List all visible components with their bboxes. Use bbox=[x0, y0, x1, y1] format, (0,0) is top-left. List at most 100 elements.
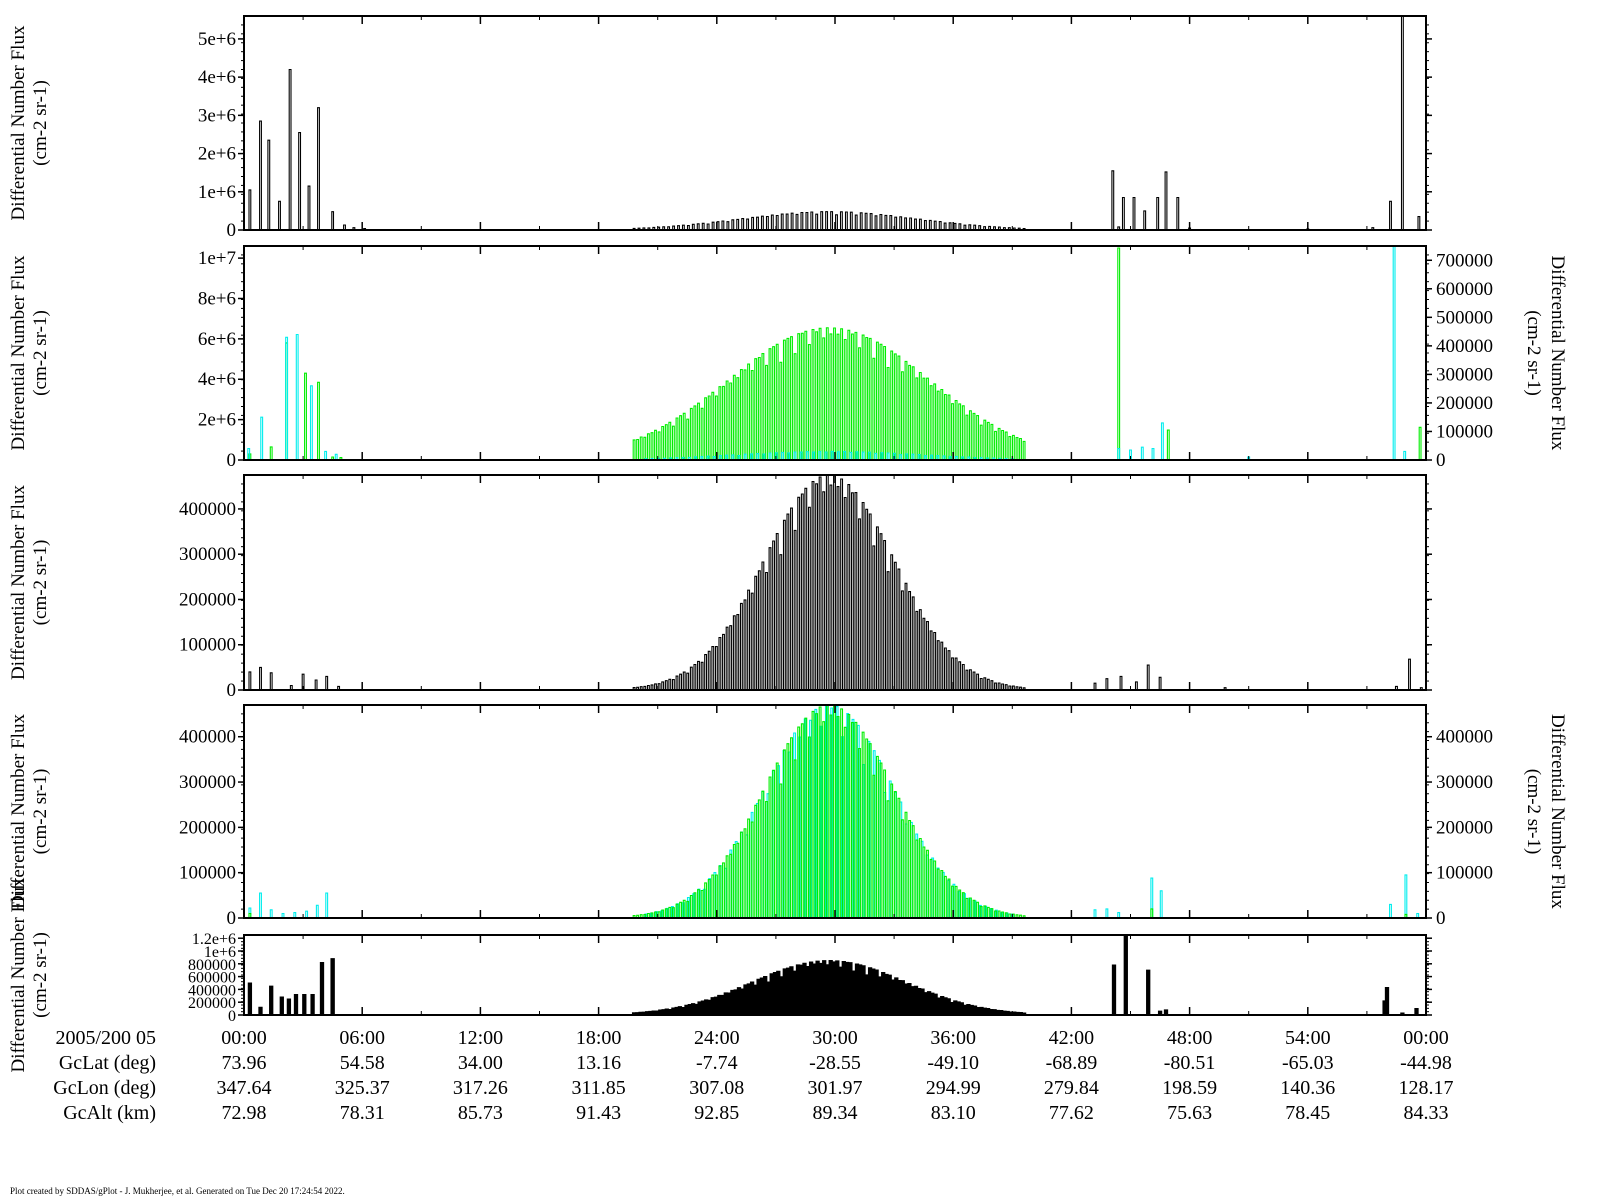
panel2-y2tick-label: 400000 bbox=[1436, 336, 1493, 357]
panel1-ytick-label: 0 bbox=[227, 220, 237, 241]
time-tick-label: 42:00 bbox=[1049, 1027, 1095, 1049]
panel4-ylabel: Differential Number Flux bbox=[8, 714, 29, 909]
panel1-frame bbox=[243, 15, 1427, 231]
panel1-ytick-label: 1e+6 bbox=[198, 182, 236, 203]
ephemeris-value: 325.37 bbox=[335, 1077, 390, 1099]
panel4-series-green-1 bbox=[248, 704, 1408, 918]
panel4-y2tick-label: 0 bbox=[1436, 908, 1446, 929]
ephemeris-value: -44.98 bbox=[1400, 1052, 1452, 1074]
panel1-ytick-label: 3e+6 bbox=[198, 105, 236, 126]
ephemeris-value: 84.33 bbox=[1404, 1102, 1449, 1124]
panel2-ytick-label: 8e+6 bbox=[198, 288, 236, 309]
time-tick-label: 00:00 bbox=[221, 1027, 267, 1049]
panel2-yunit: (cm-2 sr-1) bbox=[30, 310, 51, 396]
ephemeris-value: -28.55 bbox=[809, 1052, 861, 1074]
panel2-y2label: Differential Number Flux bbox=[1547, 256, 1568, 451]
ephemeris-label: GcAlt (km) bbox=[63, 1102, 156, 1124]
panel2-y2tick-label: 100000 bbox=[1436, 421, 1493, 442]
panel4-ytick-label: 0 bbox=[227, 908, 237, 929]
time-tick-label: 12:00 bbox=[458, 1027, 504, 1049]
panel2-series-cyan-1 bbox=[247, 245, 1407, 460]
time-tick-label: 18:00 bbox=[576, 1027, 622, 1049]
panel2-ytick-label: 0 bbox=[227, 450, 237, 471]
panel2-y2tick-label: 600000 bbox=[1436, 279, 1493, 300]
time-tick-label: 36:00 bbox=[930, 1027, 976, 1049]
panel1-ytick-label: 5e+6 bbox=[198, 29, 236, 50]
panel5-ytick-label: 0 bbox=[228, 1008, 236, 1025]
ephemeris-value: 75.63 bbox=[1167, 1102, 1212, 1124]
ephemeris-value: 317.26 bbox=[453, 1077, 508, 1099]
panel4-y2tick-label: 100000 bbox=[1436, 863, 1493, 884]
panel2-y2tick-label: 0 bbox=[1436, 450, 1446, 471]
panel5-ytick-label: 200000 bbox=[188, 995, 236, 1012]
ephemeris-value: 294.99 bbox=[926, 1077, 981, 1099]
ephemeris-value: 78.31 bbox=[340, 1102, 385, 1124]
panel4-y2tick-label: 400000 bbox=[1436, 727, 1493, 748]
panel2-series-green-0 bbox=[248, 247, 1422, 460]
ephemeris-value: 83.10 bbox=[931, 1102, 976, 1124]
panel4-ytick-label: 100000 bbox=[179, 863, 236, 884]
ephemeris-value: 13.16 bbox=[576, 1052, 621, 1074]
ephemeris-value: 77.62 bbox=[1049, 1102, 1094, 1124]
panel4-yunit: (cm-2 sr-1) bbox=[30, 769, 51, 855]
ephemeris-value: -49.10 bbox=[927, 1052, 979, 1074]
ephemeris-value: 92.85 bbox=[694, 1102, 739, 1124]
panel2-ytick-label: 2e+6 bbox=[198, 410, 236, 431]
panel3-ylabel: Differential Number Flux bbox=[8, 485, 29, 680]
panel2-y2unit: (cm-2 sr-1) bbox=[1523, 310, 1544, 396]
panel5-ylabel: Differential Number Flux bbox=[8, 877, 29, 1072]
panel4-ytick-label: 400000 bbox=[179, 727, 236, 748]
panel4-ytick-label: 300000 bbox=[179, 772, 236, 793]
panel4-ytick-label: 200000 bbox=[179, 817, 236, 838]
time-axis-start-label: 2005/200 05 bbox=[55, 1027, 156, 1049]
ephemeris-value: 347.64 bbox=[217, 1077, 272, 1099]
panel1-ylabel: Differential Number Flux bbox=[8, 25, 29, 220]
panel3-yunit: (cm-2 sr-1) bbox=[30, 540, 51, 626]
panel1-ytick-label: 4e+6 bbox=[198, 67, 236, 88]
ephemeris-value: 311.85 bbox=[571, 1077, 625, 1099]
panel1-yunit: (cm-2 sr-1) bbox=[30, 80, 51, 166]
ephemeris-value: 34.00 bbox=[458, 1052, 503, 1074]
panel4-y2label: Differential Number Flux bbox=[1547, 714, 1568, 909]
ephemeris-value: 91.43 bbox=[576, 1102, 621, 1124]
time-tick-label: 54:00 bbox=[1285, 1027, 1331, 1049]
plot-footer: Plot created by SDDAS/gPlot - J. Mukherj… bbox=[10, 1186, 345, 1196]
panel1-ytick-label: 2e+6 bbox=[198, 144, 236, 165]
panel5-ytick-label: 600000 bbox=[188, 970, 236, 987]
time-tick-label: 24:00 bbox=[694, 1027, 740, 1049]
panel4-y2tick-label: 200000 bbox=[1436, 817, 1493, 838]
panel3-ytick-label: 400000 bbox=[179, 499, 236, 520]
ephemeris-value: 54.58 bbox=[340, 1052, 385, 1074]
ephemeris-value: 128.17 bbox=[1399, 1077, 1454, 1099]
time-tick-label: 30:00 bbox=[812, 1027, 858, 1049]
ephemeris-value: -80.51 bbox=[1164, 1052, 1216, 1074]
ephemeris-value: -65.03 bbox=[1282, 1052, 1334, 1074]
panel2-y2tick-label: 500000 bbox=[1436, 307, 1493, 328]
ephemeris-value: 198.59 bbox=[1162, 1077, 1217, 1099]
ephemeris-label: GcLat (deg) bbox=[59, 1052, 156, 1074]
panel4-y2tick-label: 300000 bbox=[1436, 772, 1493, 793]
panel1-series-black-0 bbox=[248, 15, 1421, 230]
panel3-series-black-0 bbox=[248, 474, 1423, 690]
ephemeris-value: -68.89 bbox=[1046, 1052, 1098, 1074]
panel2-ylabel: Differential Number Flux bbox=[8, 255, 29, 450]
ephemeris-value: 73.96 bbox=[222, 1052, 267, 1074]
panel3-ytick-label: 200000 bbox=[179, 589, 236, 610]
panel5-ytick-label: 1.2e+6 bbox=[192, 931, 236, 948]
panel2-y2tick-label: 300000 bbox=[1436, 364, 1493, 385]
panel3-ytick-label: 300000 bbox=[179, 544, 236, 565]
panel4-y2unit: (cm-2 sr-1) bbox=[1523, 769, 1544, 855]
ephemeris-value: 140.36 bbox=[1280, 1077, 1335, 1099]
ephemeris-value: 301.97 bbox=[808, 1077, 863, 1099]
panel5-ytick-label: 400000 bbox=[188, 982, 236, 999]
ephemeris-value: 279.84 bbox=[1044, 1077, 1099, 1099]
ephemeris-label: GcLon (deg) bbox=[53, 1077, 156, 1099]
ephemeris-value: -7.74 bbox=[696, 1052, 738, 1074]
panel5-series-black-0 bbox=[247, 934, 1419, 1015]
panel3-ytick-label: 100000 bbox=[179, 635, 236, 656]
time-tick-label: 06:00 bbox=[339, 1027, 385, 1049]
ephemeris-value: 72.98 bbox=[222, 1102, 267, 1124]
panel5-ytick-label: 1e+6 bbox=[204, 944, 236, 961]
ephemeris-value: 307.08 bbox=[689, 1077, 744, 1099]
